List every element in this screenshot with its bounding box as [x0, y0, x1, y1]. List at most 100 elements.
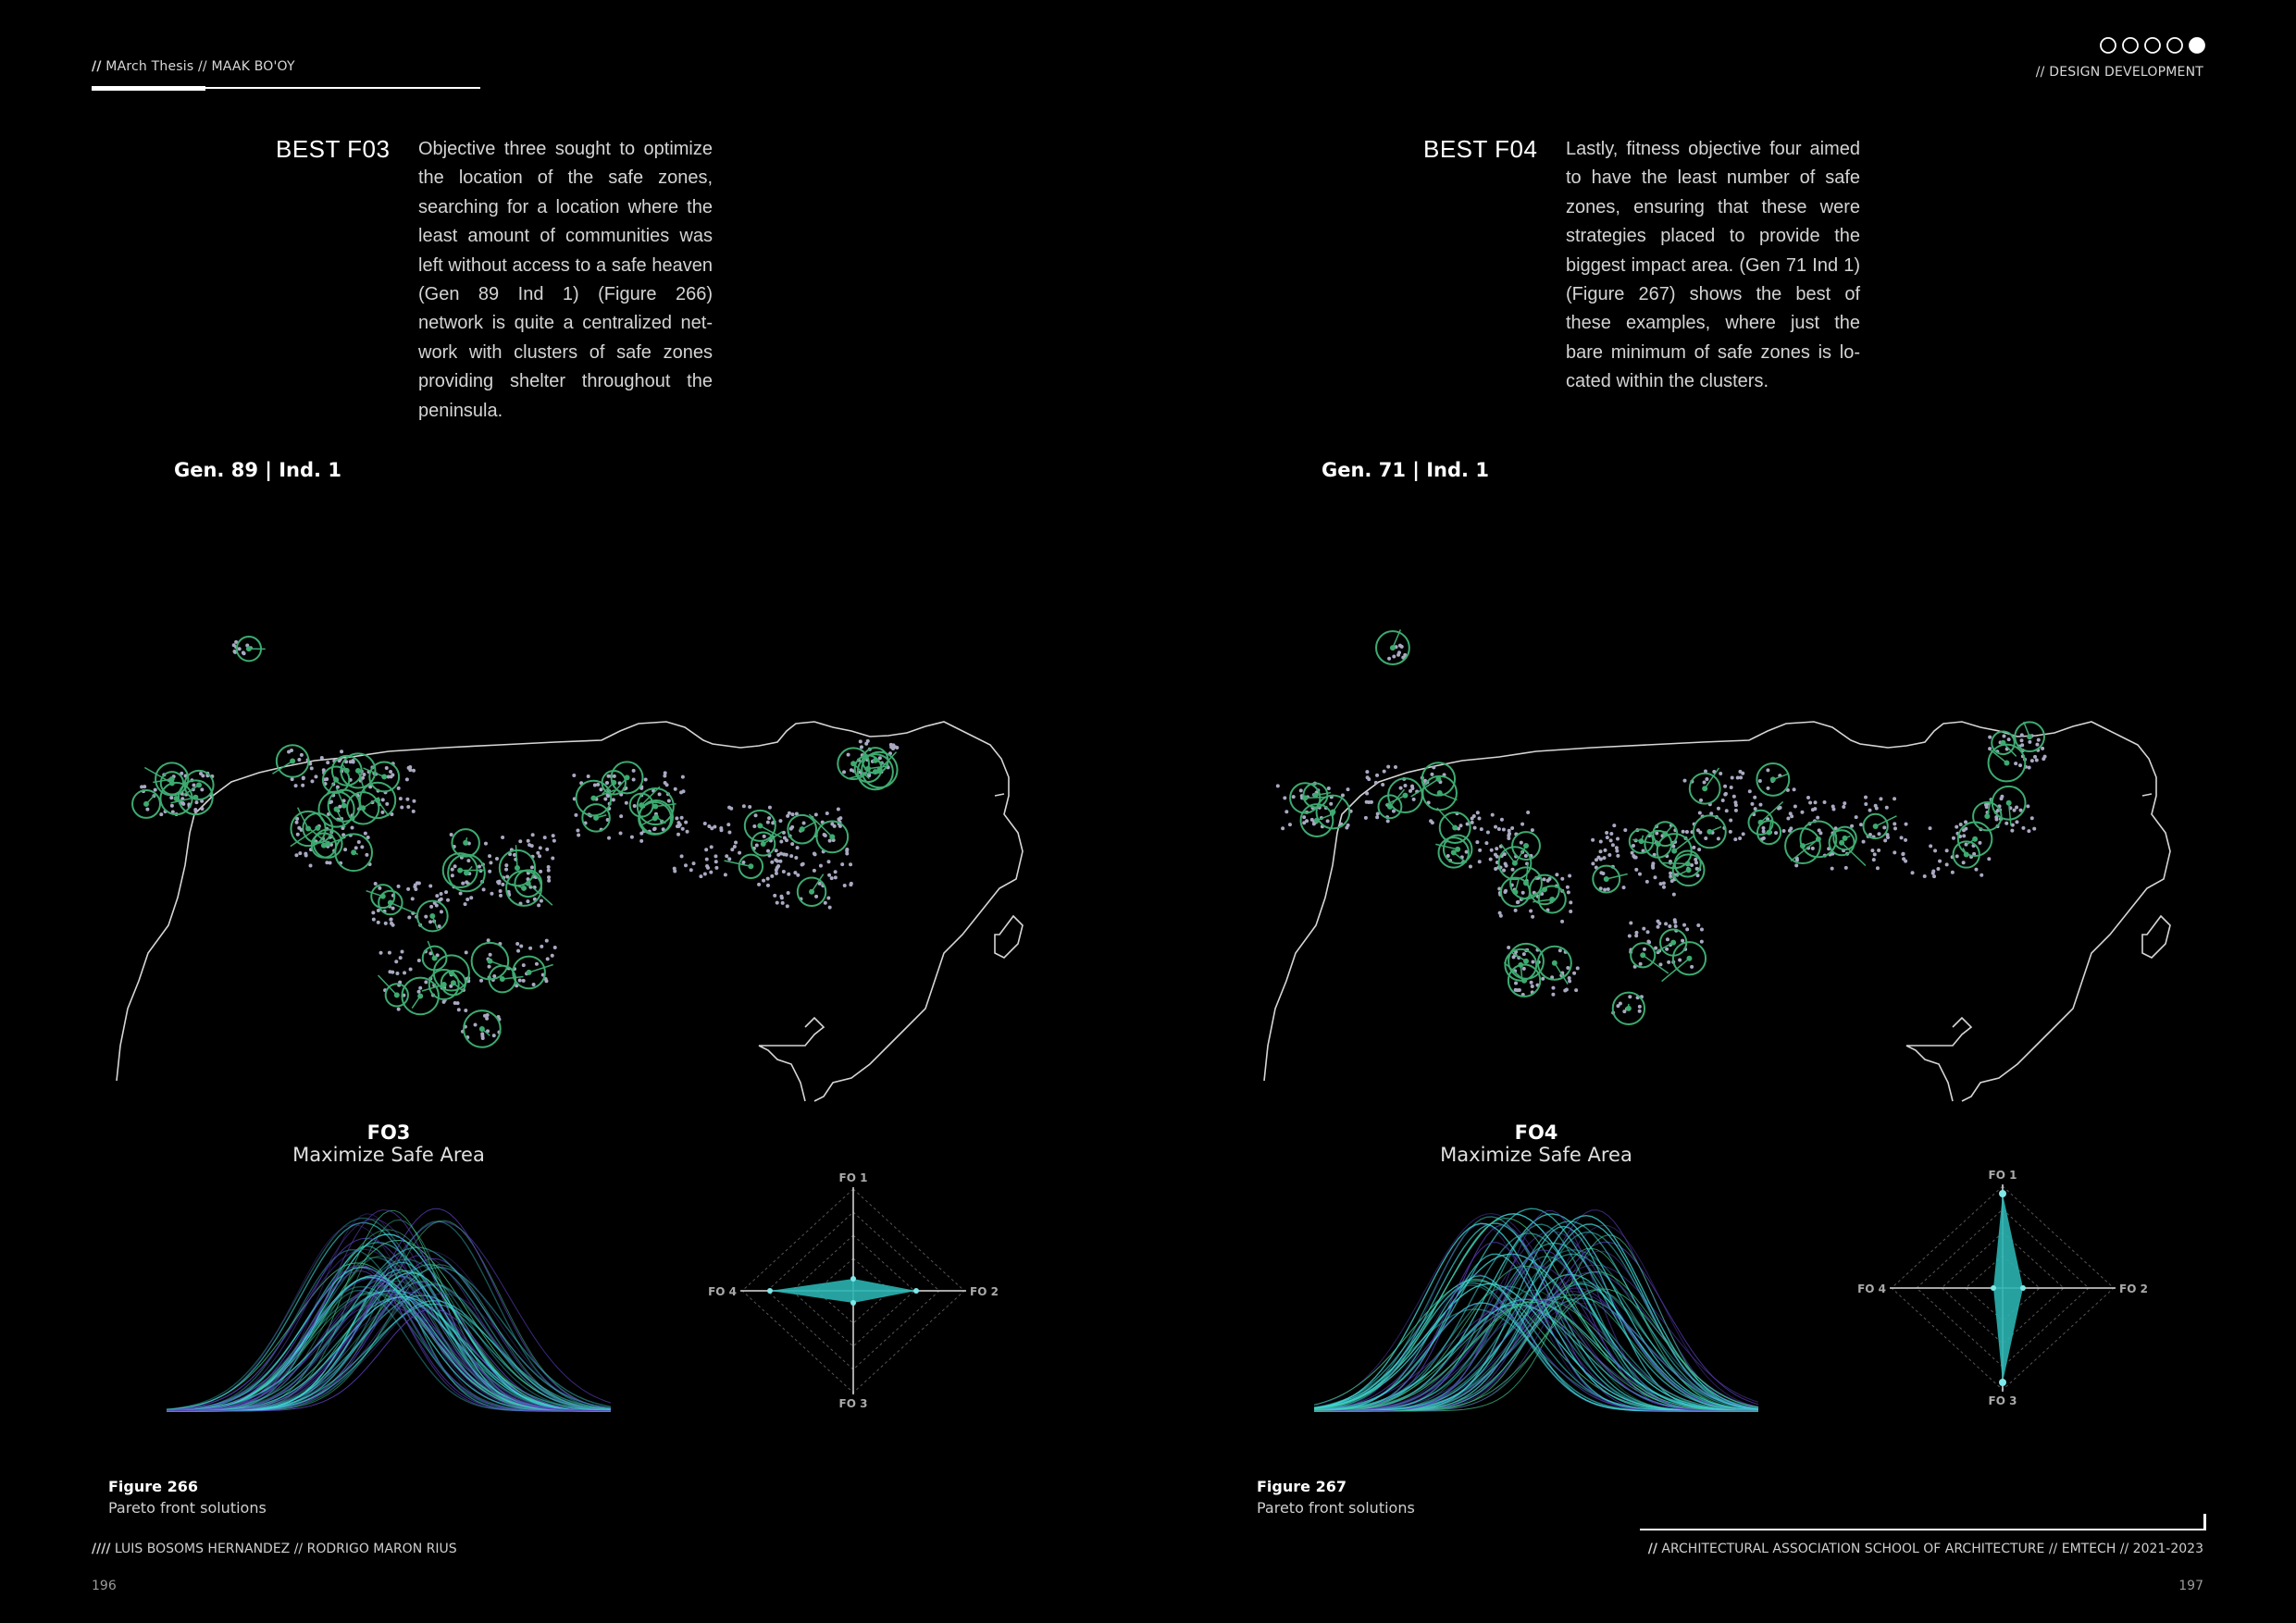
community-point: [2015, 805, 2019, 810]
community-point: [495, 856, 500, 861]
community-point: [1477, 860, 1482, 864]
community-point: [193, 809, 198, 813]
community-point: [1521, 952, 1526, 957]
community-point: [1694, 857, 1698, 861]
safe-zone-center: [173, 796, 180, 802]
community-point: [2034, 758, 2039, 762]
radar-point: [850, 1276, 856, 1282]
community-point: [304, 851, 308, 856]
safe-zone-ring: [1437, 836, 1471, 869]
community-point: [1302, 821, 1307, 825]
community-point: [387, 950, 391, 955]
pareto-curve: [1314, 1249, 1758, 1412]
objective-name: FO4: [1514, 1121, 1558, 1144]
community-point: [1813, 807, 1818, 812]
community-point: [1605, 836, 1609, 840]
community-point: [153, 787, 157, 792]
community-point: [1529, 980, 1533, 985]
community-point: [491, 1034, 496, 1038]
community-point: [829, 876, 834, 881]
community-point: [1868, 808, 1872, 812]
safe-zone-link: [763, 831, 783, 845]
radar-point: [1999, 1379, 2006, 1386]
safe-zone-link: [335, 787, 345, 806]
community-point: [858, 739, 863, 744]
community-point: [1830, 866, 1834, 871]
progress-dot: [2166, 37, 2183, 54]
community-point: [631, 777, 636, 782]
community-point: [713, 824, 717, 829]
pareto-curve: [167, 1308, 611, 1412]
community-point: [596, 782, 601, 787]
figure-label: Figure 267: [1257, 1478, 1347, 1495]
community-point: [143, 785, 147, 789]
community-point: [1738, 769, 1743, 774]
community-point: [1658, 962, 1663, 967]
community-point: [1681, 938, 1685, 943]
community-point: [1494, 824, 1498, 829]
community-point: [1928, 826, 1932, 831]
community-point: [624, 800, 628, 805]
progress-dot: [2144, 37, 2161, 54]
safe-zone-ring: [1537, 885, 1567, 914]
community-point: [389, 769, 393, 774]
community-point: [1558, 948, 1562, 953]
community-point: [547, 875, 552, 880]
safe-zone-ring: [1375, 630, 1410, 666]
community-point: [1682, 778, 1687, 783]
community-point: [794, 855, 799, 860]
community-point: [416, 881, 421, 886]
community-point: [1673, 923, 1678, 928]
community-point: [234, 639, 239, 644]
community-point: [1644, 879, 1649, 884]
community-point: [1929, 844, 1933, 849]
community-point: [842, 770, 847, 774]
safe-zone-center: [521, 885, 527, 891]
community-point: [1962, 834, 1967, 838]
community-point: [1326, 787, 1331, 791]
community-point: [310, 779, 315, 784]
community-point: [657, 792, 662, 797]
radar-label-fo4: FO 4: [708, 1285, 737, 1298]
safe-zone-link: [363, 767, 385, 778]
community-point: [1610, 843, 1615, 848]
safe-zone-center: [1603, 876, 1609, 883]
community-point: [1699, 939, 1704, 944]
safe-zone-ring: [290, 810, 327, 848]
community-point: [2021, 825, 2026, 830]
community-point: [379, 950, 383, 955]
community-point: [1665, 937, 1669, 942]
pareto-curve: [166, 1229, 612, 1412]
safe-zone-center: [320, 842, 327, 849]
community-point: [784, 852, 788, 857]
safe-zone-link: [724, 860, 751, 868]
community-point: [1596, 855, 1601, 860]
community-point: [1519, 840, 1523, 845]
safe-zone-center: [1386, 803, 1393, 810]
community-point: [301, 783, 305, 787]
safe-zone-ring: [447, 853, 486, 893]
community-point: [2042, 757, 2046, 762]
community-point: [1569, 900, 1573, 905]
safe-zone-link: [610, 776, 628, 797]
community-point: [319, 755, 324, 760]
community-point: [526, 899, 530, 904]
progress-dots-svg: [2100, 37, 2205, 54]
community-point: [200, 787, 205, 792]
community-point: [536, 850, 540, 855]
community-point: [1972, 851, 1977, 856]
community-point: [463, 902, 467, 907]
community-point: [1634, 930, 1639, 935]
community-point: [488, 854, 492, 859]
community-point: [1560, 876, 1565, 881]
figure-caption: Pareto front solutions: [108, 1499, 267, 1517]
community-point: [1618, 1001, 1622, 1006]
community-point: [429, 904, 434, 909]
header-prefix: //: [92, 59, 102, 74]
community-point: [521, 963, 526, 968]
pareto-curve: [166, 1302, 611, 1412]
community-point: [666, 799, 671, 803]
coastline: [116, 721, 1024, 1102]
safe-zone-ring: [1991, 785, 2027, 821]
safe-zone-ring: [416, 899, 449, 933]
